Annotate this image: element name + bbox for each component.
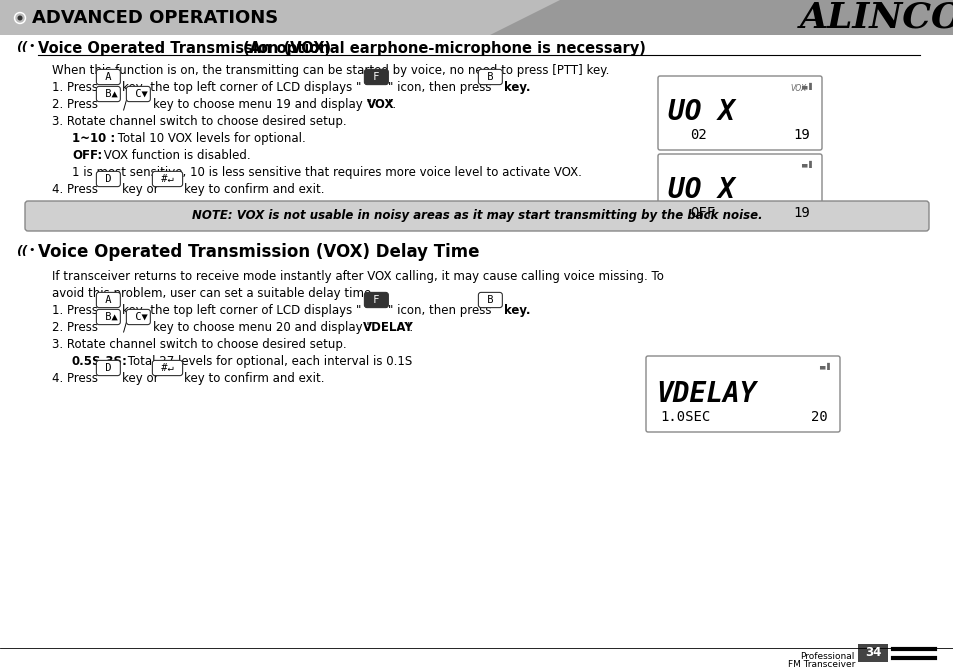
Text: UO X: UO X <box>667 176 734 204</box>
Text: If transceiver returns to receive mode instantly after VOX calling, it may cause: If transceiver returns to receive mode i… <box>52 270 663 283</box>
Text: UO X: UO X <box>667 98 734 126</box>
Text: key to confirm and exit.: key to confirm and exit. <box>184 183 324 196</box>
Text: VOX: VOX <box>789 84 805 93</box>
Text: ADVANCED OPERATIONS: ADVANCED OPERATIONS <box>32 9 278 27</box>
Text: VDELAY: VDELAY <box>656 380 756 408</box>
Text: When this function is on, the transmitting can be started by voice, no need to p: When this function is on, the transmitti… <box>52 64 609 77</box>
Text: 19: 19 <box>792 128 809 142</box>
Text: key, the top left corner of LCD displays ": key, the top left corner of LCD displays… <box>122 304 361 317</box>
Text: key, the top left corner of LCD displays ": key, the top left corner of LCD displays… <box>122 81 361 94</box>
Text: Voice Operated Transmission (VOX) Delay Time: Voice Operated Transmission (VOX) Delay … <box>38 243 479 261</box>
Circle shape <box>14 13 26 23</box>
Text: 3. Rotate channel switch to choose desired setup.: 3. Rotate channel switch to choose desir… <box>52 115 346 128</box>
Text: 1. Press: 1. Press <box>52 304 98 317</box>
Text: 1~10 :: 1~10 : <box>71 132 115 145</box>
Text: VOX function is disabled.: VOX function is disabled. <box>100 149 251 162</box>
Text: 0.5S-3S:: 0.5S-3S: <box>71 355 128 368</box>
Text: OFF:: OFF: <box>71 149 102 162</box>
Text: 2. Press: 2. Press <box>52 321 98 334</box>
Text: 1 is most sensitive, 10 is less sensitive that requires more voice level to acti: 1 is most sensitive, 10 is less sensitiv… <box>71 166 581 179</box>
FancyBboxPatch shape <box>0 0 953 35</box>
Text: key or: key or <box>122 372 158 385</box>
Text: key to choose menu 19 and display ": key to choose menu 19 and display " <box>152 98 372 111</box>
Text: 1.0SEC: 1.0SEC <box>659 410 709 424</box>
Text: C▼: C▼ <box>129 89 148 99</box>
Text: F: F <box>367 72 385 82</box>
Text: B▲: B▲ <box>99 312 117 322</box>
Text: 20: 20 <box>810 410 827 424</box>
Circle shape <box>16 14 24 22</box>
Text: ▄▐: ▄▐ <box>801 161 811 168</box>
Text: Professional: Professional <box>800 652 854 661</box>
FancyBboxPatch shape <box>658 76 821 150</box>
FancyBboxPatch shape <box>857 644 887 662</box>
Text: Total 10 VOX levels for optional.: Total 10 VOX levels for optional. <box>113 132 305 145</box>
Text: A: A <box>99 295 117 305</box>
Text: key.: key. <box>503 81 530 94</box>
Text: /: / <box>123 98 127 111</box>
Text: NOTE: VOX is not usable in noisy areas as it may start transmitting by the back : NOTE: VOX is not usable in noisy areas a… <box>192 210 761 222</box>
Text: B▲: B▲ <box>99 89 117 99</box>
Text: ((: (( <box>16 246 28 259</box>
Text: •: • <box>28 41 34 51</box>
Text: •: • <box>28 245 34 255</box>
Text: FM Transceiver: FM Transceiver <box>787 660 854 668</box>
Text: key or: key or <box>122 183 158 196</box>
Text: C▼: C▼ <box>129 312 148 322</box>
Text: D: D <box>99 363 117 373</box>
Text: Voice Operated Transmission (VOX): Voice Operated Transmission (VOX) <box>38 41 331 55</box>
Text: ▄▐: ▄▐ <box>819 363 829 370</box>
Text: key to confirm and exit.: key to confirm and exit. <box>184 372 324 385</box>
Text: 3. Rotate channel switch to choose desired setup.: 3. Rotate channel switch to choose desir… <box>52 338 346 351</box>
FancyBboxPatch shape <box>658 154 821 228</box>
Text: ".: ". <box>388 98 396 111</box>
Text: B: B <box>480 295 499 305</box>
Text: B: B <box>480 72 499 82</box>
Text: 34: 34 <box>864 647 881 659</box>
Text: 4. Press: 4. Press <box>52 183 98 196</box>
Text: 2. Press: 2. Press <box>52 98 98 111</box>
Text: Total 27 levels for optional, each interval is 0.1S: Total 27 levels for optional, each inter… <box>124 355 412 368</box>
Text: /: / <box>123 321 127 334</box>
Text: 1. Press: 1. Press <box>52 81 98 94</box>
FancyBboxPatch shape <box>25 201 928 231</box>
Text: 19: 19 <box>792 206 809 220</box>
Text: ((: (( <box>16 41 28 55</box>
Text: OFF: OFF <box>689 206 715 220</box>
Text: 02: 02 <box>689 128 706 142</box>
Text: #↵: #↵ <box>154 174 180 184</box>
Text: F: F <box>367 295 385 305</box>
Circle shape <box>18 16 22 20</box>
Text: " icon, then press: " icon, then press <box>388 81 491 94</box>
Text: ".: ". <box>405 321 414 334</box>
Text: A: A <box>99 72 117 82</box>
Text: avoid this problem, user can set a suitable delay time.: avoid this problem, user can set a suita… <box>52 287 375 300</box>
Text: VOX: VOX <box>367 98 395 111</box>
Text: #↵: #↵ <box>154 363 180 373</box>
Polygon shape <box>490 0 953 35</box>
FancyBboxPatch shape <box>645 356 840 432</box>
Text: ▄▐: ▄▐ <box>801 83 811 90</box>
Text: (An optional earphone-microphone is necessary): (An optional earphone-microphone is nece… <box>242 41 645 55</box>
Text: " icon, then press: " icon, then press <box>388 304 491 317</box>
Text: key to choose menu 20 and display ": key to choose menu 20 and display " <box>152 321 372 334</box>
Text: VDELAY: VDELAY <box>363 321 414 334</box>
Text: D: D <box>99 174 117 184</box>
Text: key.: key. <box>503 304 530 317</box>
Text: ALINCO: ALINCO <box>800 1 953 35</box>
Text: 4. Press: 4. Press <box>52 372 98 385</box>
